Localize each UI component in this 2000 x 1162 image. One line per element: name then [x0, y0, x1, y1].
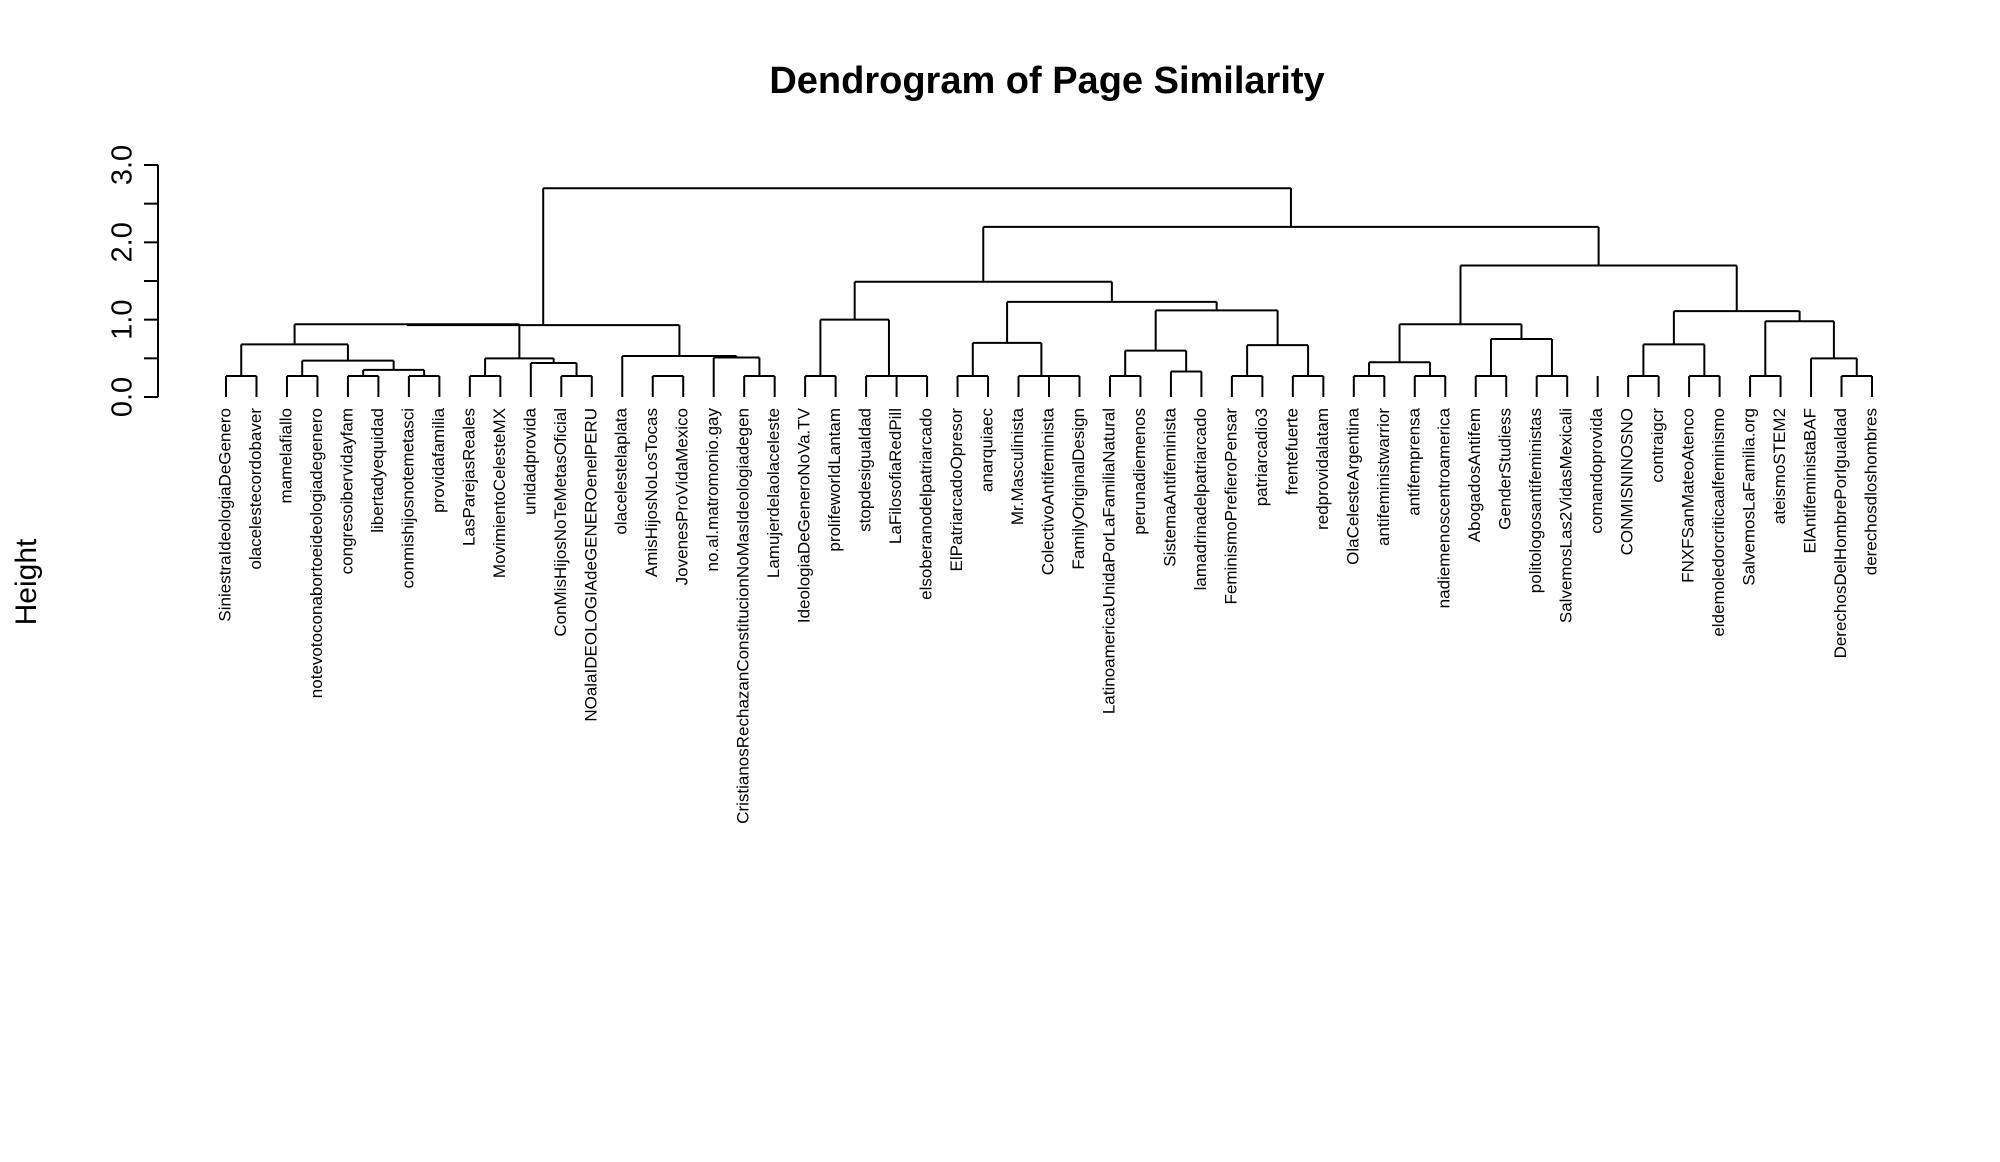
leaf-label: libertadyequidad [368, 408, 387, 533]
leaf-label: AbogadosAntifem [1465, 408, 1484, 542]
leaf-label: frentefuerte [1282, 408, 1301, 495]
leaf-label: SiniestraIdeologiaDeGenero [215, 408, 234, 622]
leaf-label: AmisHijosNoLosTocas [642, 408, 661, 577]
leaf-label: SalvemosLaFamilia.org [1740, 408, 1759, 586]
leaf-label: no.al.matromonio.gay [703, 408, 722, 572]
leaf-label: ConMisHijosNoTeMetasOficial [551, 408, 570, 637]
leaf-label: unidadprovida [520, 407, 539, 514]
leaf-label: FamilyOriginalDesign [1069, 408, 1088, 570]
y-tick-label: 0.0 [107, 377, 139, 417]
leaf-label: LaFilosofiaRedPill [886, 408, 905, 544]
y-axis-label: Height [10, 538, 43, 625]
leaf-label: contraigcr [1648, 408, 1667, 483]
leaf-label: SalvemosLas2VidasMexicali [1557, 408, 1576, 623]
leaf-label: politologosantifeministas [1526, 408, 1545, 593]
leaf-label: ElAntifeministaBAF [1801, 408, 1820, 554]
leaf-label: stopdesigualdad [856, 408, 875, 532]
leaf-label: nadiemenoscentroamerica [1435, 407, 1454, 608]
leaf-label: FeminismoPrefieroPensar [1221, 408, 1240, 605]
leaf-label: FNXFSanMateoAtenco [1679, 408, 1698, 583]
leaf-label: LatinoamericaUnidaPorLaFamiliaNatural [1099, 408, 1118, 714]
leaf-label: SistemaAntifeminista [1160, 407, 1179, 566]
leaf-label: prolifeworldLantam [825, 408, 844, 552]
leaf-label: CristianosRechazanConstitucionNoMasIdeol… [734, 408, 753, 824]
leaf-label: Lamujerdelaolaceleste [764, 408, 783, 578]
leaf-label: anarquiaec [978, 408, 997, 493]
leaf-label: comandoprovida [1587, 407, 1606, 533]
leaf-label: lamadrinadelpatriarcado [1191, 408, 1210, 590]
chart-title: Dendrogram of Page Similarity [769, 60, 1324, 102]
leaf-label: LasParejasReales [459, 408, 478, 546]
leaf-label: ateismoSTEM2 [1770, 408, 1789, 524]
leaf-label: GenderStudiess [1496, 408, 1515, 530]
leaf-label: notevotoconabortoeideologiadegenero [307, 408, 326, 698]
leaf-label: congresoibervidayfam [337, 408, 356, 574]
leaf-label: providafamilia [429, 407, 448, 512]
dendrogram-branches [226, 187, 1872, 377]
leaf-label: ColectivoAntifeminista [1038, 407, 1057, 575]
leaf-label: mamelafiallo [276, 408, 295, 503]
leaf-label: eldemoledorcriticaalfeminismo [1709, 408, 1728, 637]
leaf-label: conmishijosnotemetasci [398, 408, 417, 588]
leaf-label: derechosdloshombres [1861, 408, 1880, 575]
leaf-label: DerechosDelHombrePorIgualdad [1831, 408, 1850, 658]
y-tick-label: 1.0 [107, 300, 139, 340]
leaf-label: redprovidalatam [1313, 408, 1332, 530]
leaf-label: IdeologiaDeGeneroNoVa.TV [795, 407, 814, 623]
leaf-label: antifeministwarrior [1374, 408, 1393, 546]
leaf-label: olacelestelaplata [612, 407, 631, 534]
leaf-labels: SiniestraIdeologiaDeGenero olacelestecord… [215, 376, 1880, 824]
y-tick-label: 2.0 [107, 222, 139, 262]
leaf-label: MovimientoCelesteMX [490, 408, 509, 578]
leaf-label: CONMISNINOSNO [1618, 408, 1637, 555]
leaf-label: Mr.Masculinista [1008, 407, 1027, 525]
leaf-label: patriarcadio3 [1252, 408, 1271, 506]
leaf-label: perunadiemenos [1130, 408, 1149, 535]
leaf-label: ElPatriarcadoOpresor [947, 408, 966, 572]
leaf-label: elsoberanodelpatriarcado [917, 408, 936, 600]
leaf-label: olacelestecordobaver [246, 408, 265, 570]
y-tick-label: 3.0 [107, 145, 139, 185]
leaf-label: antifemprensa [1404, 407, 1423, 515]
leaf-label: JovenesProVidaMexico [673, 408, 692, 585]
y-axis: 0.0 1.0 2.0 3.0 [107, 145, 159, 417]
leaf-label: NOalaIDEOLOGIAdeGENEROenelPERU [581, 408, 600, 722]
leaf-label: OlaCelesteArgentina [1343, 407, 1362, 564]
